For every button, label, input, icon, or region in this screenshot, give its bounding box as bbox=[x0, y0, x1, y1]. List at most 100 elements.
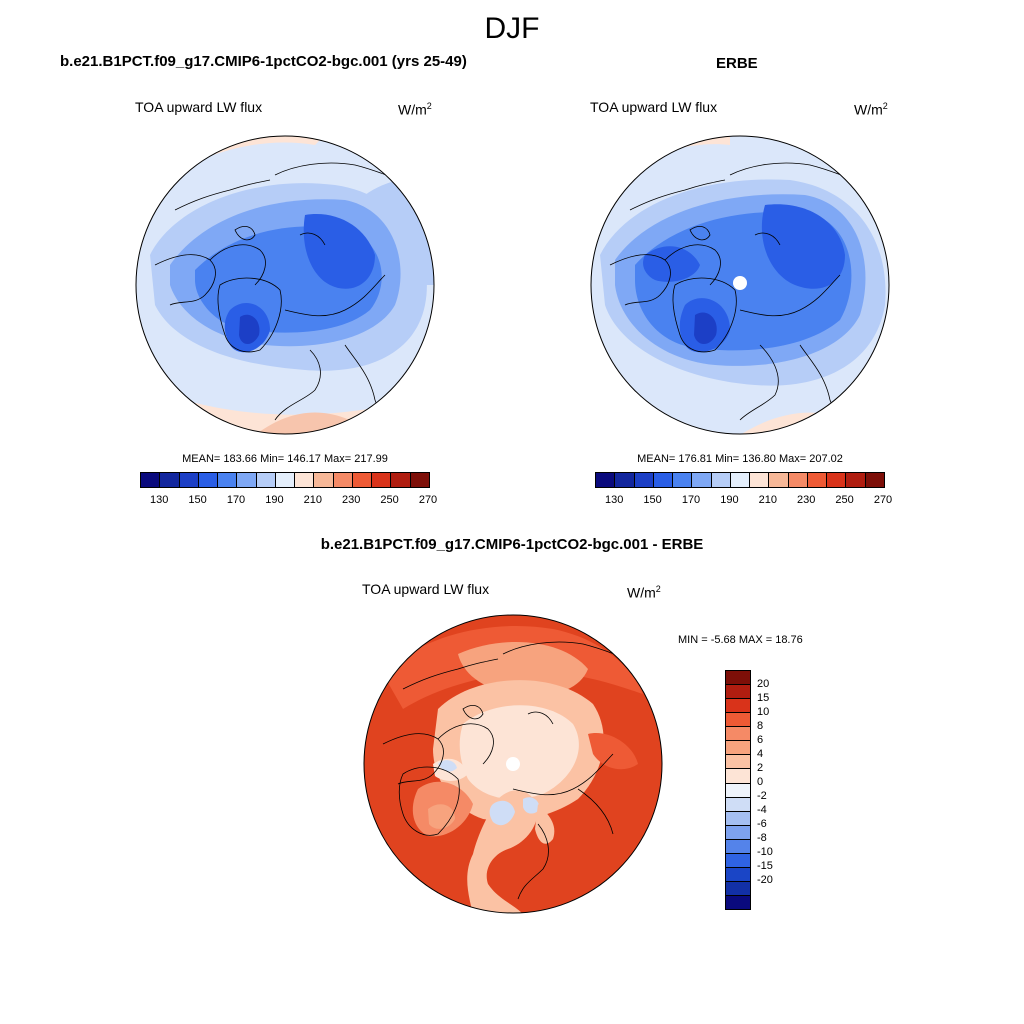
model-colorbar-tick-label: 270 bbox=[418, 494, 438, 506]
diff-colorbar-tick-label: 6 bbox=[757, 734, 764, 746]
model-colorbar-swatch bbox=[141, 473, 161, 487]
obs-colorbar-swatch bbox=[865, 473, 884, 487]
model-units-label: W/m2 bbox=[398, 101, 432, 118]
obs-colorbar-tick-label: 130 bbox=[605, 494, 624, 506]
obs-colorbar-tick-label: 170 bbox=[681, 494, 701, 506]
diff-colorbar-swatch bbox=[726, 699, 750, 714]
diff-colorbar-swatch bbox=[726, 783, 750, 798]
diff-polar-map bbox=[363, 614, 663, 914]
diff-colorbar-swatch bbox=[726, 839, 750, 854]
model-colorbar-tick-label: 190 bbox=[265, 494, 284, 506]
obs-colorbar-swatch bbox=[634, 473, 654, 487]
model-colorbar-tick-label: 230 bbox=[342, 494, 361, 506]
obs-colorbar-tick-label: 270 bbox=[873, 494, 893, 506]
model-colorbar-swatch bbox=[410, 473, 429, 487]
obs-colorbar-tick-label: 210 bbox=[758, 494, 777, 506]
diff-colorbar-tick-label: 10 bbox=[757, 706, 770, 718]
obs-colorbar bbox=[595, 472, 885, 488]
model-variable-label: TOA upward LW flux bbox=[135, 99, 263, 115]
diff-colorbar-swatch bbox=[726, 853, 750, 868]
diff-panel-title: b.e21.B1PCT.f09_g17.CMIP6-1pctCO2-bgc.00… bbox=[320, 536, 704, 553]
obs-units-label: W/m2 bbox=[854, 101, 888, 118]
model-colorbar bbox=[140, 472, 430, 488]
model-colorbar-swatch bbox=[372, 473, 392, 487]
diff-colorbar-tick-label: -15 bbox=[757, 860, 773, 872]
obs-colorbar-swatch bbox=[788, 473, 808, 487]
model-stats: MEAN= 183.66 Min= 146.17 Max= 217.99 bbox=[182, 453, 388, 465]
obs-colorbar-swatch bbox=[827, 473, 847, 487]
diff-colorbar-tick-label: -20 bbox=[757, 874, 773, 886]
model-polar-map bbox=[135, 135, 435, 435]
model-colorbar-swatch bbox=[295, 473, 315, 487]
diff-colorbar-ticks: 20 15 10 8 6 4 2 0 -2 -4 -6 -8 -10 -15 -20 bbox=[757, 670, 797, 908]
model-colorbar-swatch bbox=[237, 473, 257, 487]
obs-colorbar-tick-label: 190 bbox=[720, 494, 739, 506]
model-colorbar-swatch bbox=[218, 473, 238, 487]
diff-colorbar-tick-label: -4 bbox=[757, 804, 767, 816]
diff-colorbar-swatch bbox=[726, 825, 750, 840]
obs-colorbar-swatch bbox=[596, 473, 616, 487]
obs-colorbar-swatch bbox=[673, 473, 693, 487]
diff-colorbar-swatch bbox=[726, 755, 750, 770]
diff-colorbar-swatch bbox=[726, 797, 750, 812]
model-colorbar-ticks: 130 150 170 190 210 230 250 270 bbox=[140, 494, 437, 508]
obs-colorbar-swatch bbox=[769, 473, 789, 487]
diff-colorbar-swatch bbox=[726, 881, 750, 896]
diff-colorbar-swatch bbox=[726, 811, 750, 826]
model-colorbar-tick-label: 150 bbox=[188, 494, 207, 506]
obs-colorbar-tick-label: 150 bbox=[643, 494, 662, 506]
diff-colorbar-swatch bbox=[726, 713, 750, 728]
model-colorbar-swatch bbox=[333, 473, 353, 487]
obs-colorbar-swatch bbox=[615, 473, 635, 487]
obs-colorbar-swatch bbox=[750, 473, 770, 487]
diff-units-label: W/m2 bbox=[627, 584, 661, 601]
model-panel-title: b.e21.B1PCT.f09_g17.CMIP6-1pctCO2-bgc.00… bbox=[60, 53, 467, 70]
obs-polar-map bbox=[590, 135, 890, 435]
obs-panel-title: ERBE bbox=[716, 55, 758, 72]
diff-colorbar-swatch bbox=[726, 896, 750, 910]
diff-colorbar-tick-label: 2 bbox=[757, 762, 764, 774]
diff-colorbar-tick-label: -6 bbox=[757, 817, 767, 830]
diff-variable-label: TOA upward LW flux bbox=[362, 581, 490, 597]
model-colorbar-swatch bbox=[314, 473, 334, 487]
diff-colorbar-tick-label: 0 bbox=[757, 776, 764, 788]
model-colorbar-swatch bbox=[198, 473, 219, 487]
diff-colorbar-tick-label: -2 bbox=[757, 790, 767, 802]
obs-variable-label: TOA upward LW flux bbox=[590, 99, 718, 115]
model-colorbar-swatch bbox=[179, 473, 199, 487]
obs-colorbar-ticks: 130 150 170 190 210 230 250 270 bbox=[595, 494, 892, 508]
diff-colorbar-tick-label: 15 bbox=[757, 692, 770, 704]
season-title: DJF bbox=[484, 12, 540, 45]
diff-colorbar bbox=[725, 670, 751, 910]
diff-colorbar-swatch bbox=[726, 769, 750, 784]
model-colorbar-tick-label: 170 bbox=[226, 494, 246, 506]
obs-stats: MEAN= 176.81 Min= 136.80 Max= 207.02 bbox=[637, 453, 843, 465]
model-colorbar-swatch bbox=[275, 473, 296, 487]
obs-colorbar-swatch bbox=[653, 473, 674, 487]
model-colorbar-tick-label: 250 bbox=[380, 494, 399, 506]
diff-colorbar-tick-label: 8 bbox=[757, 720, 764, 732]
obs-colorbar-swatch bbox=[730, 473, 751, 487]
diff-colorbar-tick-label: 20 bbox=[757, 678, 770, 690]
model-colorbar-swatch bbox=[256, 473, 276, 487]
model-colorbar-swatch bbox=[352, 473, 373, 487]
diff-colorbar-tick-label: 4 bbox=[757, 748, 764, 760]
obs-colorbar-tick-label: 230 bbox=[797, 494, 816, 506]
diff-colorbar-swatch bbox=[726, 867, 750, 882]
diff-colorbar-swatch bbox=[726, 727, 750, 742]
diff-colorbar-tick-label: -8 bbox=[757, 832, 767, 844]
diff-colorbar-tick-label: -10 bbox=[757, 846, 773, 858]
obs-colorbar-tick-label: 250 bbox=[835, 494, 854, 506]
model-colorbar-tick-label: 130 bbox=[150, 494, 169, 506]
model-colorbar-swatch bbox=[160, 473, 180, 487]
diff-colorbar-swatch bbox=[726, 671, 750, 686]
diff-colorbar-swatch bbox=[726, 741, 750, 756]
obs-colorbar-swatch bbox=[807, 473, 828, 487]
obs-colorbar-swatch bbox=[846, 473, 866, 487]
obs-colorbar-swatch bbox=[692, 473, 712, 487]
obs-colorbar-swatch bbox=[711, 473, 731, 487]
model-colorbar-swatch bbox=[391, 473, 411, 487]
diff-colorbar-swatch bbox=[726, 685, 750, 700]
model-colorbar-tick-label: 210 bbox=[303, 494, 322, 506]
diff-min-max: MIN = -5.68 MAX = 18.76 bbox=[678, 634, 803, 646]
